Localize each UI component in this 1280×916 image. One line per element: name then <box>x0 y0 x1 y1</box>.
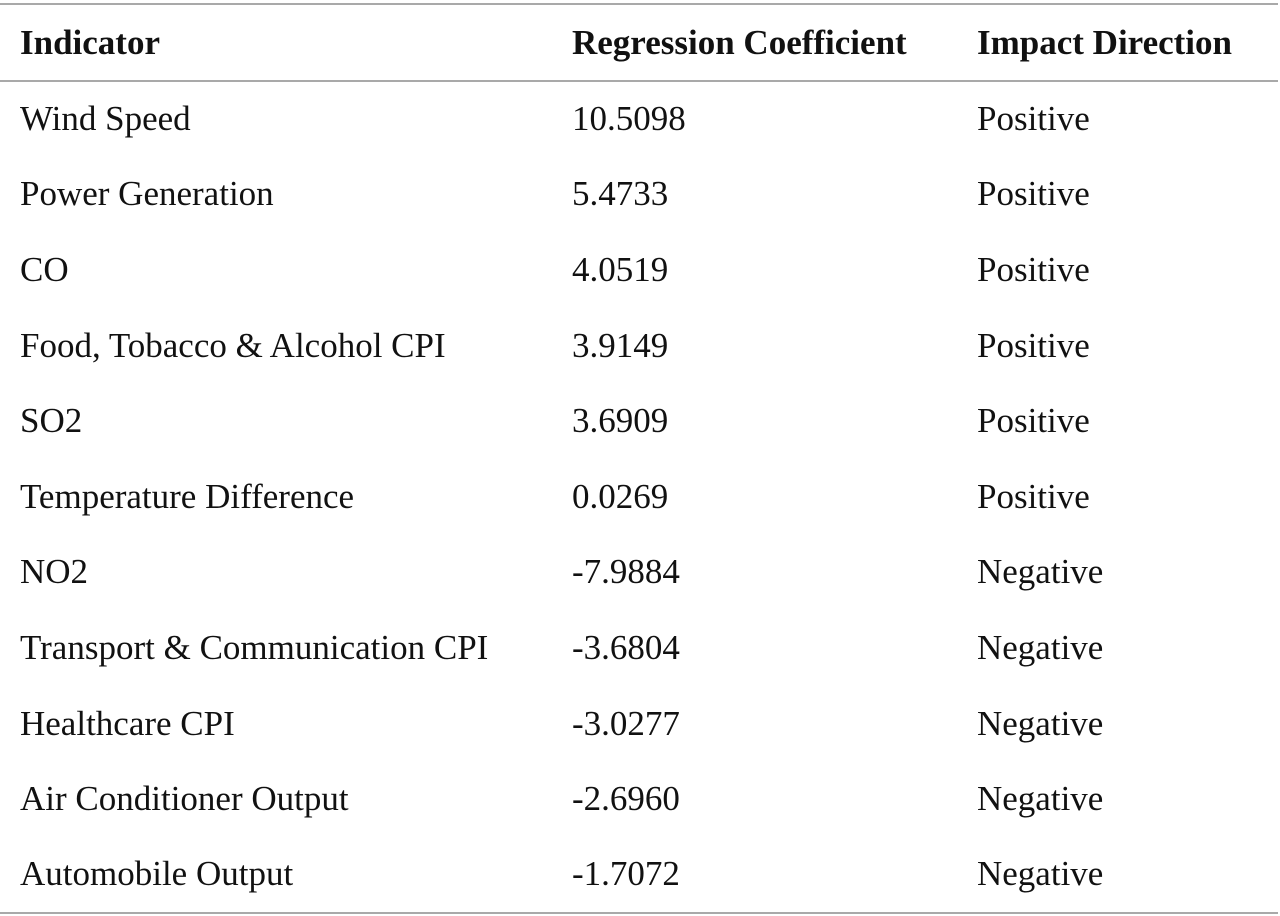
table-row: Air Conditioner Output -2.6960 Negative <box>0 761 1278 837</box>
cell-indicator: Food, Tobacco & Alcohol CPI <box>20 325 446 365</box>
table-row: SO2 3.6909 Positive <box>0 383 1278 459</box>
table-row: Automobile Output -1.7072 Negative <box>0 837 1278 913</box>
cell-indicator: Automobile Output <box>20 854 294 894</box>
table-row: Transport & Communication CPI -3.6804 Ne… <box>0 610 1278 686</box>
table-row: CO 4.0519 Positive <box>0 232 1278 308</box>
cell-direction: Negative <box>977 854 1104 894</box>
cell-direction: Negative <box>977 552 1104 592</box>
table-row: Healthcare CPI -3.0277 Negative <box>0 686 1278 762</box>
cell-indicator: Power Generation <box>20 174 274 214</box>
cell-direction: Negative <box>977 779 1104 819</box>
table-row: NO2 -7.9884 Negative <box>0 535 1278 611</box>
table-header: Indicator Regression Coefficient Impact … <box>0 4 1278 81</box>
table-row: Power Generation 5.4733 Positive <box>0 157 1278 233</box>
header-regression-coefficient: Regression Coefficient <box>572 22 907 62</box>
cell-coefficient: 0.0269 <box>572 476 669 516</box>
cell-indicator: CO <box>20 249 69 289</box>
cell-coefficient: 5.4733 <box>572 174 669 214</box>
cell-indicator: SO2 <box>20 401 83 441</box>
cell-indicator: Air Conditioner Output <box>20 779 349 819</box>
cell-direction: Positive <box>977 174 1090 214</box>
cell-direction: Positive <box>977 99 1090 139</box>
cell-indicator: Wind Speed <box>20 99 191 139</box>
header-indicator: Indicator <box>20 22 160 62</box>
cell-indicator: Transport & Communication CPI <box>20 627 489 667</box>
table-row: Food, Tobacco & Alcohol CPI 3.9149 Posit… <box>0 308 1278 384</box>
regression-table: Indicator Regression Coefficient Impact … <box>0 3 1278 914</box>
cell-indicator: Healthcare CPI <box>20 703 235 743</box>
header-row: Indicator Regression Coefficient Impact … <box>0 4 1278 81</box>
cell-coefficient: 4.0519 <box>572 249 669 289</box>
cell-coefficient: 3.6909 <box>572 401 669 441</box>
cell-coefficient: -3.6804 <box>572 627 680 667</box>
cell-coefficient: -3.0277 <box>572 703 680 743</box>
cell-indicator: NO2 <box>20 552 89 592</box>
header-impact-direction: Impact Direction <box>977 22 1232 62</box>
cell-coefficient: 10.5098 <box>572 99 686 139</box>
cell-coefficient: 3.9149 <box>572 325 669 365</box>
cell-coefficient: -1.7072 <box>572 854 680 894</box>
cell-direction: Negative <box>977 627 1104 667</box>
cell-direction: Positive <box>977 401 1090 441</box>
table-row: Temperature Difference 0.0269 Positive <box>0 459 1278 535</box>
table-row: Wind Speed 10.5098 Positive <box>0 81 1278 157</box>
table-body: Wind Speed 10.5098 Positive Power Genera… <box>0 81 1278 913</box>
cell-direction: Positive <box>977 476 1090 516</box>
cell-direction: Positive <box>977 325 1090 365</box>
cell-coefficient: -2.6960 <box>572 779 680 819</box>
cell-direction: Positive <box>977 249 1090 289</box>
cell-direction: Negative <box>977 703 1104 743</box>
cell-indicator: Temperature Difference <box>20 476 355 516</box>
cell-coefficient: -7.9884 <box>572 552 680 592</box>
